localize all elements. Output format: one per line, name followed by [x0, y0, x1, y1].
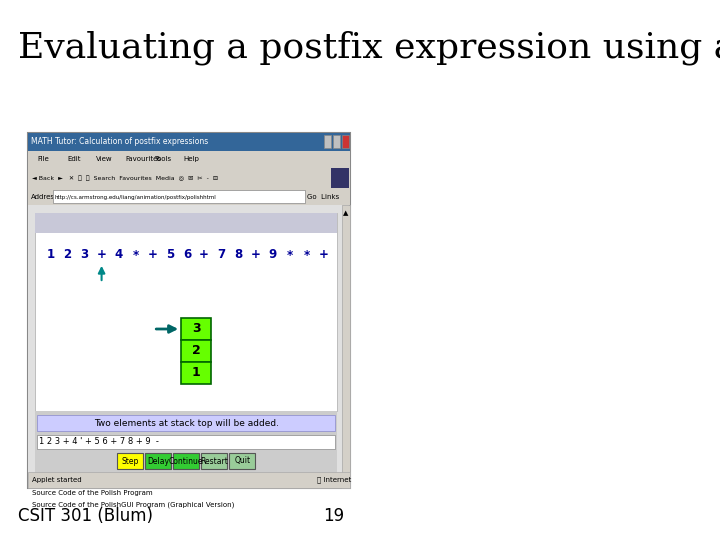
Bar: [145, 453, 171, 469]
Bar: [342, 135, 349, 148]
Bar: [27, 133, 350, 151]
Text: +: +: [251, 248, 261, 261]
Text: View: View: [96, 156, 113, 162]
Bar: [27, 189, 350, 205]
Text: Two elements at stack top will be added.: Two elements at stack top will be added.: [94, 418, 279, 428]
Text: Source Code of the PolishGUI Program (Graphical Version): Source Code of the PolishGUI Program (Gr…: [32, 502, 234, 509]
Text: *: *: [287, 248, 293, 261]
Bar: [27, 205, 342, 488]
Bar: [27, 472, 350, 488]
Text: 4: 4: [114, 248, 123, 261]
Text: Edit: Edit: [67, 156, 81, 162]
Text: Delay: Delay: [147, 456, 169, 465]
Bar: [37, 415, 335, 431]
Text: 1 2 3 + 4 ' + 5 6 + 7 8 + 9  -: 1 2 3 + 4 ' + 5 6 + 7 8 + 9 -: [39, 437, 159, 447]
Text: 1: 1: [192, 367, 200, 380]
Bar: [35, 213, 337, 233]
Text: +: +: [199, 248, 209, 261]
Text: 3: 3: [192, 322, 200, 335]
Bar: [27, 151, 350, 167]
Text: +: +: [148, 248, 158, 261]
Bar: [181, 340, 211, 362]
Text: Quit: Quit: [234, 456, 251, 465]
Text: Continue: Continue: [168, 456, 203, 465]
Text: Help: Help: [184, 156, 199, 162]
Text: 5: 5: [166, 248, 174, 261]
Text: 2: 2: [63, 248, 71, 261]
Text: ▲: ▲: [343, 210, 348, 216]
Text: Go  Links: Go Links: [307, 194, 340, 200]
Bar: [27, 133, 350, 488]
Bar: [35, 411, 337, 488]
Bar: [53, 190, 305, 203]
Bar: [331, 168, 349, 188]
Text: 9: 9: [269, 248, 276, 261]
Bar: [181, 318, 211, 340]
Text: ◄ Back  ►   ✕  🔄  🏠  Search  Favourites  Media  ◎  ✉  ✂  -  ⊟: ◄ Back ► ✕ 🔄 🏠 Search Favourites Media ◎…: [32, 175, 218, 181]
Text: Step: Step: [121, 456, 138, 465]
Text: 2: 2: [192, 345, 200, 357]
Text: 3: 3: [81, 248, 89, 261]
Bar: [324, 135, 331, 148]
Text: Evaluating a postfix expression using a stack (7): Evaluating a postfix expression using a …: [18, 30, 720, 65]
Text: 19: 19: [323, 507, 344, 525]
Bar: [117, 453, 143, 469]
Bar: [333, 135, 340, 148]
Text: Source Code of the Polish Program: Source Code of the Polish Program: [32, 490, 153, 496]
Text: *: *: [132, 248, 139, 261]
Bar: [173, 453, 199, 469]
Text: Restart: Restart: [200, 456, 228, 465]
Bar: [201, 453, 228, 469]
Text: MATH Tutor: Calculation of postfix expressions: MATH Tutor: Calculation of postfix expre…: [31, 138, 208, 146]
Text: Address: Address: [31, 194, 58, 200]
Text: Favourites: Favourites: [125, 156, 161, 162]
Bar: [342, 205, 350, 488]
Text: 7: 7: [217, 248, 225, 261]
Bar: [35, 213, 337, 411]
Text: ▼: ▼: [343, 477, 348, 483]
Bar: [181, 362, 211, 384]
Text: *: *: [304, 248, 310, 261]
Bar: [27, 167, 350, 189]
Text: 8: 8: [234, 248, 243, 261]
Text: Tools: Tools: [154, 156, 171, 162]
Bar: [310, 473, 349, 487]
Bar: [230, 453, 256, 469]
Text: http://cs.armstrong.edu/liang/animation/postfix/polishhtml: http://cs.armstrong.edu/liang/animation/…: [54, 194, 216, 199]
Text: +: +: [96, 248, 107, 261]
Text: CSIT 301 (Blum): CSIT 301 (Blum): [18, 507, 153, 525]
Text: +: +: [319, 248, 329, 261]
Text: 1: 1: [46, 248, 54, 261]
Bar: [37, 435, 335, 449]
Text: 🌐 Internet: 🌐 Internet: [318, 477, 351, 483]
Text: File: File: [37, 156, 50, 162]
Text: 6: 6: [183, 248, 192, 261]
Text: Applet started: Applet started: [32, 477, 81, 483]
